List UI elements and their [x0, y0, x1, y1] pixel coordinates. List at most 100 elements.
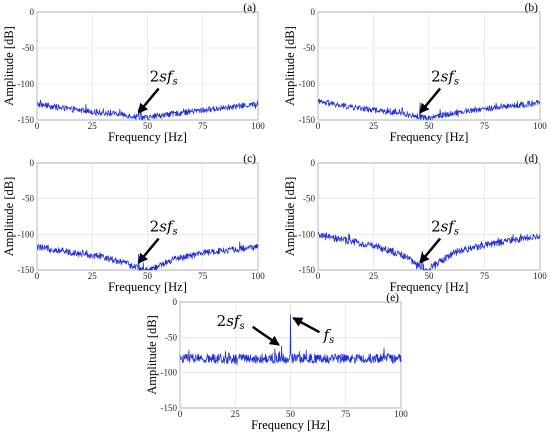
annotation-arrow [419, 87, 442, 114]
annotation-2sfs: 2sfs [419, 218, 459, 264]
y-tick-label: 0 [173, 297, 178, 307]
x-tick-label: 50 [425, 121, 435, 131]
annotation-label: 2sfs [217, 312, 245, 332]
y-tick-label: -50 [22, 194, 34, 204]
tick-labels: 0 25 50 75 100 0 -50 -100 -150 [299, 158, 548, 281]
x-tick-label: 25 [369, 121, 379, 131]
spectrum [317, 231, 541, 271]
panel-e: 0 25 50 75 100 0 -50 -100 -150 Frequency [Hz] Am… [145, 292, 408, 432]
y-tick-label: -50 [165, 332, 177, 342]
x-tick-label: 100 [251, 121, 265, 131]
y-axis-label: Amplitude [dB] [283, 177, 297, 257]
annotation-arrow [251, 325, 280, 346]
spectrum [36, 99, 259, 121]
spectrum [36, 241, 259, 271]
y-axis-label: Amplitude [dB] [145, 315, 159, 395]
x-tick-label: 25 [369, 271, 379, 281]
x-axis-label: Frequency [Hz] [390, 130, 469, 144]
grid [36, 162, 259, 271]
x-tick-label: 0 [35, 271, 40, 281]
y-tick-label: 0 [311, 7, 316, 17]
x-axis-label: Frequency [Hz] [251, 418, 330, 432]
panel-label: (c) [243, 153, 256, 165]
y-axis-label: Amplitude [dB] [2, 26, 16, 106]
y-tick-label: -100 [18, 229, 35, 239]
panel-label: (a) [243, 2, 256, 14]
panel-label: (e) [386, 292, 399, 304]
x-tick-label: 25 [88, 271, 98, 281]
x-tick-label: 75 [198, 121, 208, 131]
x-tick-label: 50 [143, 271, 153, 281]
x-tick-label: 100 [251, 271, 265, 281]
y-tick-label: -50 [303, 194, 315, 204]
grid [317, 11, 541, 121]
panel-c: 0 25 50 75 100 0 -50 -100 -150 Frequency [Hz] Am… [2, 153, 265, 294]
y-tick-label: -100 [18, 79, 35, 89]
series-line [317, 231, 541, 271]
x-tick-label: 0 [178, 409, 183, 419]
y-tick-label: -150 [299, 115, 316, 125]
panel-d: 0 25 50 75 100 0 -50 -100 -150 Frequency [Hz] Am… [283, 153, 547, 294]
y-axis-label: Amplitude [dB] [283, 26, 297, 106]
grid [317, 162, 541, 271]
tick-labels: 0 25 50 75 100 0 -50 -100 -150 [161, 297, 409, 419]
x-tick-label: 0 [316, 121, 321, 131]
panel-label: (d) [525, 153, 539, 165]
x-tick-label: 50 [425, 271, 435, 281]
y-tick-label: -100 [161, 368, 178, 378]
annotation-arrow [292, 317, 321, 334]
annotation-arrow [419, 237, 442, 264]
y-tick-label: -50 [22, 43, 34, 53]
y-tick-label: -150 [299, 265, 316, 275]
x-axis-label: Frequency [Hz] [108, 280, 187, 294]
panel-a: 0 25 50 75 100 0 -50 -100 -150 Frequency [Hz] Am… [2, 2, 265, 144]
x-tick-label: 75 [480, 271, 490, 281]
annotation-label: 2sfs [431, 218, 459, 238]
panel-b: 0 25 50 75 100 0 -50 -100 -150 Frequency [Hz] Am… [283, 2, 547, 144]
tick-labels: 0 25 50 75 100 0 -50 -100 -150 [18, 7, 266, 131]
spectrum [317, 98, 541, 121]
annotation-arrow [137, 87, 160, 114]
y-axis-label: Amplitude [dB] [2, 177, 16, 257]
x-tick-label: 50 [286, 409, 296, 419]
spectrum [179, 314, 402, 366]
y-tick-label: 0 [30, 158, 35, 168]
annotation-2sfs: 2sfs [419, 68, 459, 114]
x-tick-label: 75 [480, 121, 490, 131]
y-tick-label: -150 [18, 265, 35, 275]
annotation-2sfs: 2sfs [137, 218, 178, 264]
y-tick-label: 0 [311, 158, 316, 168]
tick-labels: 0 25 50 75 100 0 -50 -100 -150 [299, 7, 548, 131]
annotation-label: fs [323, 326, 335, 346]
y-tick-label: -150 [18, 115, 35, 125]
x-tick-label: 25 [231, 409, 241, 419]
series-line [179, 314, 402, 366]
series-line [36, 99, 259, 121]
grid [36, 11, 259, 121]
y-tick-label: -100 [299, 79, 316, 89]
x-tick-label: 75 [198, 271, 208, 281]
x-tick-label: 100 [394, 409, 408, 419]
y-tick-label: -100 [299, 229, 316, 239]
annotation-arrow [137, 237, 160, 264]
annotation-2sfs: 2sfs [137, 68, 178, 114]
x-tick-label: 50 [143, 121, 153, 131]
x-tick-label: 75 [341, 409, 351, 419]
annotation-label: 2sfs [150, 218, 178, 238]
series-line [36, 241, 259, 271]
series-line [317, 98, 541, 121]
annotation-label: 2sfs [431, 68, 459, 88]
annotation-fs: fs [292, 317, 335, 346]
x-tick-label: 100 [533, 121, 547, 131]
annotation-2sfs: 2sfs [217, 312, 280, 346]
annotation-label: 2sfs [150, 68, 178, 88]
y-tick-label: 0 [30, 7, 35, 17]
x-tick-label: 100 [533, 271, 547, 281]
panel-label: (b) [525, 2, 539, 14]
y-tick-label: -150 [161, 403, 178, 413]
y-tick-label: -50 [303, 43, 315, 53]
x-axis-label: Frequency [Hz] [108, 130, 187, 144]
x-axis-label: Frequency [Hz] [390, 280, 469, 294]
x-tick-label: 0 [316, 271, 321, 281]
